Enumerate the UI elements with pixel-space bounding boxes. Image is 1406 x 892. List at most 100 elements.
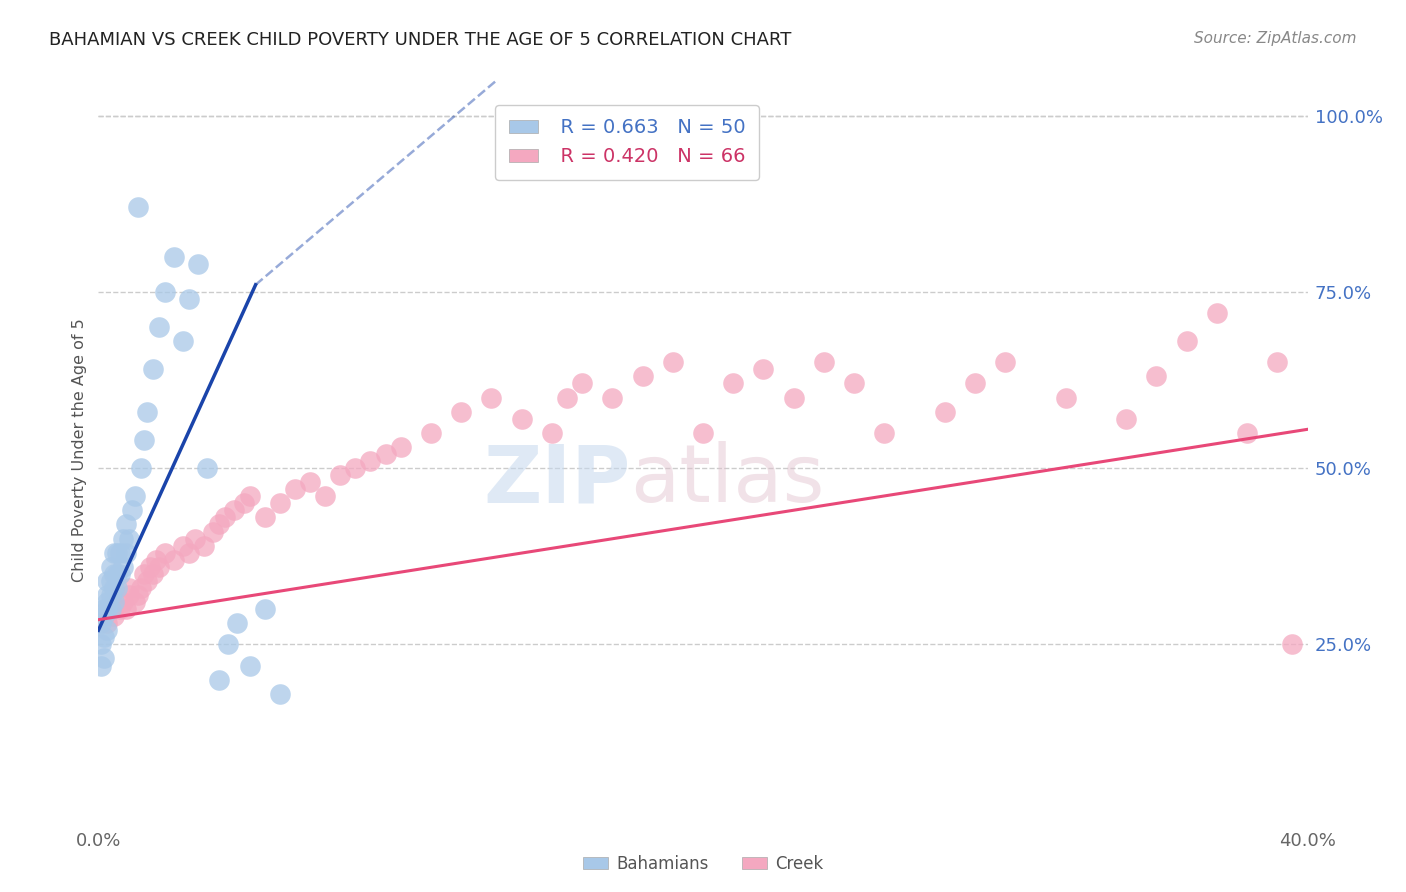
Point [202, 524, 225, 539]
Point [135, 405, 157, 419]
Legend:   R = 0.663   N = 50,   R = 0.420   N = 66: R = 0.663 N = 50, R = 0.420 N = 66 [495, 104, 759, 180]
Point [96, 616, 118, 631]
Point [90, 658, 112, 673]
Point [208, 517, 231, 532]
Point [111, 595, 134, 609]
Point [934, 405, 956, 419]
Point [90, 616, 112, 631]
Point [239, 489, 262, 503]
Point [314, 489, 336, 503]
Point [118, 581, 141, 595]
Point [93, 609, 115, 624]
Point [195, 461, 218, 475]
Point [253, 510, 276, 524]
Point [103, 595, 125, 609]
Point [1144, 369, 1167, 384]
Point [105, 581, 128, 595]
Point [994, 355, 1017, 369]
Point [1236, 425, 1258, 440]
Point [96, 588, 118, 602]
Point [132, 433, 155, 447]
Point [103, 546, 125, 560]
Point [232, 496, 254, 510]
Text: BAHAMIAN VS CREEK CHILD POVERTY UNDER THE AGE OF 5 CORRELATION CHART: BAHAMIAN VS CREEK CHILD POVERTY UNDER TH… [49, 31, 792, 49]
Point [103, 581, 125, 595]
Point [752, 362, 775, 376]
Point [129, 461, 152, 475]
Point [93, 651, 115, 665]
Point [124, 595, 146, 609]
Point [90, 637, 112, 651]
Point [540, 425, 562, 440]
Point [93, 630, 115, 644]
Point [450, 405, 472, 419]
Point [100, 559, 122, 574]
Point [1054, 391, 1077, 405]
Point [571, 376, 593, 391]
Point [163, 250, 186, 264]
Point [253, 602, 276, 616]
Point [153, 546, 176, 560]
Point [124, 489, 146, 503]
Point [100, 602, 122, 616]
Point [142, 362, 165, 376]
Point [163, 553, 186, 567]
Point [239, 658, 262, 673]
Point [214, 510, 236, 524]
Point [108, 602, 131, 616]
Point [299, 475, 322, 490]
Point [114, 602, 136, 616]
Point [135, 574, 157, 588]
Point [179, 546, 201, 560]
Point [118, 532, 141, 546]
Point [108, 546, 131, 560]
Point [132, 566, 155, 581]
Point [129, 581, 152, 595]
Point [389, 440, 412, 454]
Point [111, 559, 134, 574]
Point [692, 425, 714, 440]
Point [100, 574, 122, 588]
Point [114, 517, 136, 532]
Point [127, 588, 149, 602]
Point [813, 355, 835, 369]
Text: ZIP: ZIP [484, 441, 630, 519]
Point [121, 503, 143, 517]
Text: Source: ZipAtlas.com: Source: ZipAtlas.com [1194, 31, 1357, 46]
Point [103, 609, 125, 624]
Point [184, 532, 207, 546]
Point [226, 616, 249, 631]
Point [105, 546, 128, 560]
Point [1206, 306, 1229, 320]
Point [145, 553, 167, 567]
Point [114, 546, 136, 560]
Point [153, 285, 176, 299]
Point [139, 559, 162, 574]
Point [1115, 411, 1137, 425]
Point [148, 320, 170, 334]
Point [127, 200, 149, 214]
Point [179, 292, 201, 306]
Point [844, 376, 866, 391]
Point [187, 257, 209, 271]
Point [555, 391, 578, 405]
Text: atlas: atlas [630, 441, 825, 519]
Point [105, 566, 128, 581]
Point [873, 425, 896, 440]
Point [420, 425, 443, 440]
Point [208, 673, 231, 687]
Point [269, 687, 291, 701]
Point [510, 411, 533, 425]
Point [96, 602, 118, 616]
Point [269, 496, 291, 510]
Point [344, 461, 367, 475]
Point [360, 454, 382, 468]
Point [103, 566, 125, 581]
Point [284, 482, 307, 496]
Point [172, 539, 194, 553]
Point [217, 637, 239, 651]
Point [96, 574, 118, 588]
Point [1267, 355, 1289, 369]
Point [783, 391, 806, 405]
Point [111, 532, 134, 546]
